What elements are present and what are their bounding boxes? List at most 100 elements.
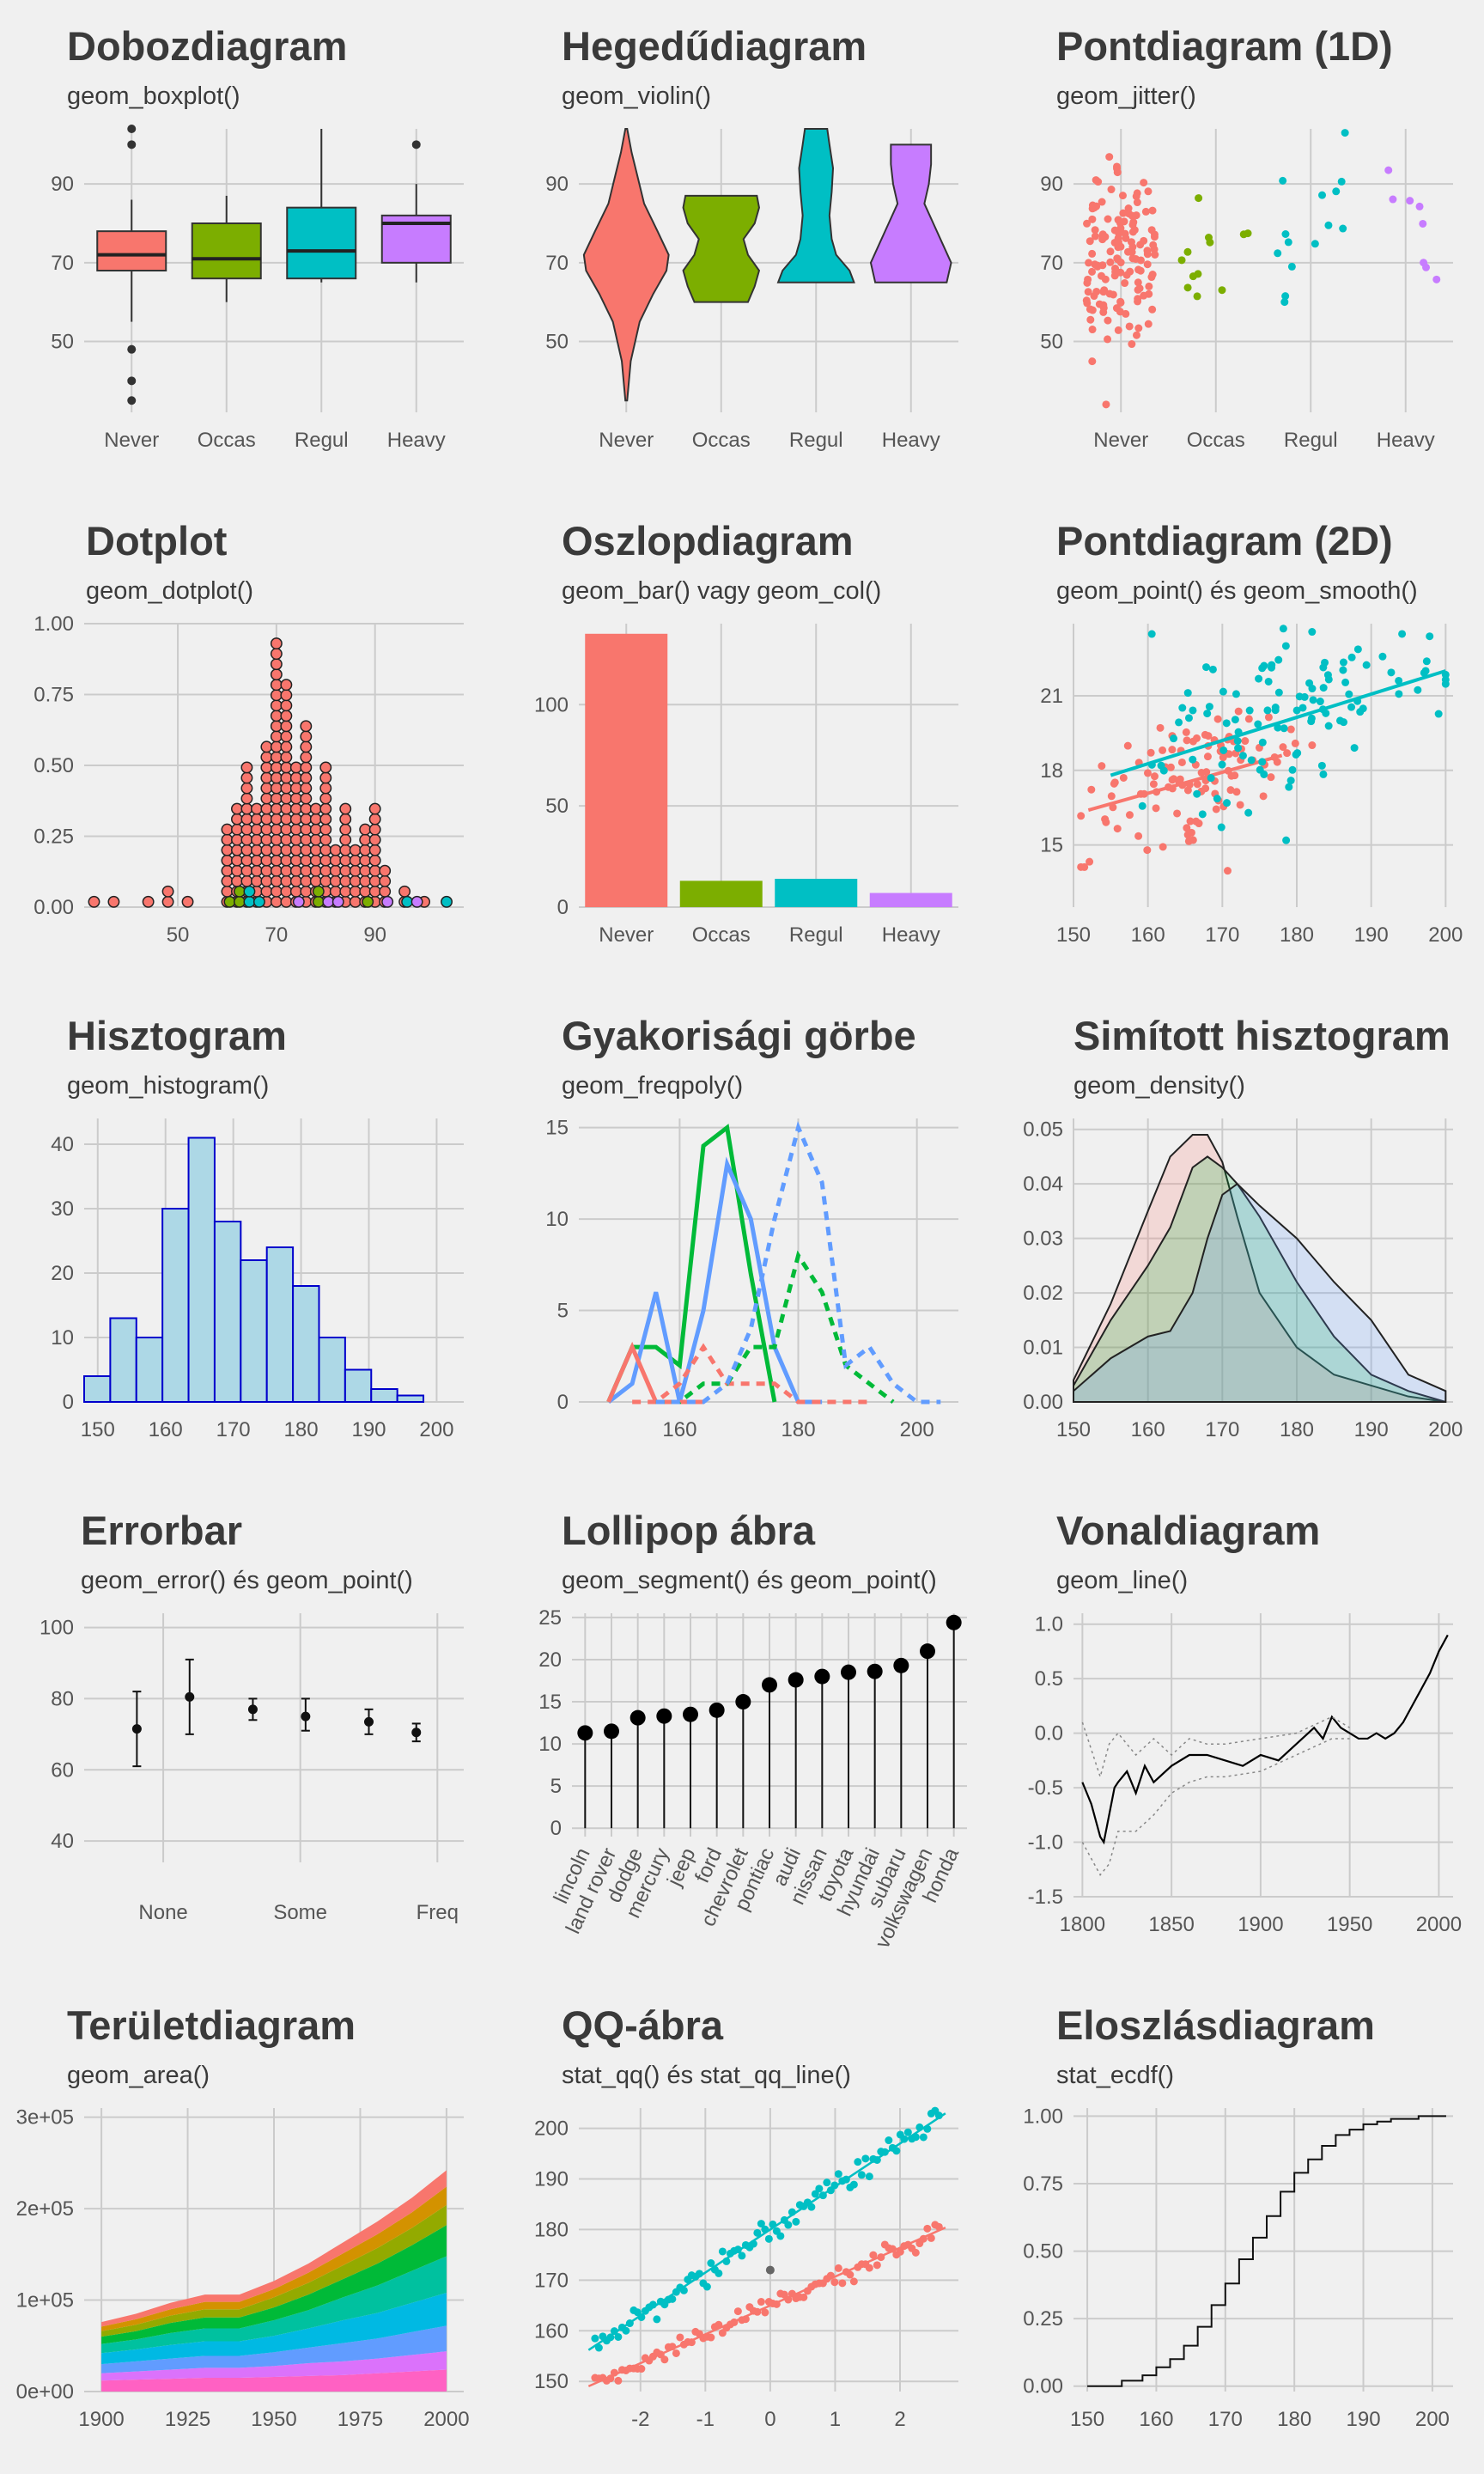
- scatter-point: [1254, 720, 1262, 728]
- dot: [270, 874, 283, 887]
- scatter-point: [1395, 690, 1403, 698]
- y-tick-label: 0.75: [33, 684, 74, 707]
- scatter-point: [1274, 655, 1283, 664]
- scatter-point: [1426, 632, 1434, 641]
- chart-title: Simított hisztogram: [1073, 1013, 1451, 1058]
- area-layer: [101, 2325, 447, 2373]
- qq-point: [788, 2208, 796, 2216]
- x-tick-label: Occas: [1187, 429, 1245, 452]
- dot: [280, 782, 293, 795]
- scatter-point: [1138, 801, 1146, 810]
- chart-subtitle: stat_qq() és stat_qq_line(): [562, 2062, 851, 2089]
- series-line: [1081, 1715, 1351, 1779]
- scatter-point: [1238, 752, 1247, 760]
- scatter-point: [1283, 749, 1292, 758]
- scatter-point: [1420, 668, 1428, 677]
- jitter-point: [1339, 224, 1347, 233]
- y-tick-label: 3e+05: [16, 2106, 74, 2130]
- qq-point: [702, 2282, 711, 2291]
- dot: [280, 874, 293, 887]
- chart-panel-p4: Dotplot geom_dotplot() 0.00 0.25 0.50 0.75 1.0…: [0, 495, 495, 990]
- lollipop-head: [788, 1672, 804, 1688]
- scatter-point: [1298, 704, 1307, 712]
- scatter-point: [1247, 756, 1256, 765]
- scatter-point: [1223, 799, 1232, 807]
- scatter-point: [1286, 725, 1295, 734]
- x-tick-label: 200: [419, 1418, 453, 1441]
- y-tick-label: 90: [545, 173, 569, 196]
- qq-point: [718, 2247, 727, 2256]
- x-tick-label: 0: [764, 2408, 775, 2431]
- x-tick-label: 150: [81, 1418, 115, 1441]
- histogram-bin: [187, 1136, 216, 1403]
- jitter-point: [1119, 209, 1128, 217]
- chart-panel-p6: Pontdiagram (2D) geom_point() és geom_smo…: [989, 495, 1484, 990]
- jitter-point: [1280, 298, 1289, 307]
- dot: [280, 844, 293, 856]
- dot: [359, 833, 372, 846]
- scatter-point: [1268, 661, 1276, 669]
- x-tick-label: 170: [1205, 1418, 1239, 1441]
- histogram-bin: [213, 1221, 242, 1403]
- scatter-point: [1340, 718, 1348, 727]
- scatter-point: [1434, 710, 1443, 718]
- scatter-point: [1183, 689, 1192, 698]
- x-tick-label: 180: [1277, 2408, 1311, 2431]
- dot: [230, 823, 243, 836]
- dot: [270, 833, 283, 846]
- y-tick-label: 0.25: [1023, 2307, 1063, 2331]
- violin-Occas: [682, 194, 761, 303]
- y-tick-label: 0: [550, 1817, 562, 1840]
- dot: [329, 844, 342, 856]
- dot: [280, 864, 293, 877]
- dot: [260, 802, 273, 815]
- scatter-point: [1356, 708, 1365, 716]
- x-tick-label: 1900: [78, 2408, 124, 2431]
- scatter-point: [1347, 653, 1356, 661]
- scatter-point: [1178, 704, 1187, 712]
- scatter-point: [1308, 685, 1317, 693]
- x-tick-label: Occas: [692, 923, 751, 947]
- dot: [221, 885, 234, 898]
- dot: [260, 823, 273, 836]
- gridlines: [1073, 1613, 1453, 1898]
- qq-point: [934, 2222, 943, 2231]
- scatter-point: [1236, 801, 1244, 809]
- dot: [289, 792, 302, 805]
- jitter-point: [1419, 219, 1427, 228]
- x-tick-label: 160: [149, 1418, 183, 1441]
- scatter-point: [1339, 666, 1347, 674]
- scatter-point: [1149, 780, 1158, 789]
- qq-point: [911, 2133, 920, 2142]
- dot: [280, 730, 293, 743]
- y-tick-label: 90: [1040, 173, 1063, 196]
- scatter-point: [1143, 846, 1152, 855]
- dot: [300, 730, 313, 743]
- scatter-point: [1173, 809, 1182, 818]
- x-tick-label: 160: [1139, 2408, 1173, 2431]
- scatter-point: [1280, 724, 1288, 733]
- tick-labels: 0e+00 1e+05 2e+05 3e+05 1900 1925 1950 1975 2000: [16, 2106, 470, 2431]
- jitter-point: [1143, 260, 1152, 269]
- dot: [280, 761, 293, 774]
- x-tick-label: Occas: [198, 429, 256, 452]
- box-Occas: [191, 222, 262, 280]
- x-tick-label: Heavy: [882, 429, 940, 452]
- scatter-point: [1316, 698, 1324, 706]
- chart-subtitle: stat_ecdf(): [1056, 2062, 1174, 2089]
- qq-point: [594, 2343, 603, 2352]
- dot: [270, 668, 283, 681]
- scatter-point: [1213, 715, 1222, 723]
- qq-point: [919, 2234, 928, 2243]
- x-tick-label: Never: [599, 923, 654, 947]
- qq-point: [757, 2220, 765, 2228]
- dot: [300, 864, 313, 877]
- mean-point: [185, 1691, 195, 1702]
- y-tick-label: 150: [534, 2370, 569, 2393]
- chart-title: Területdiagram: [67, 2002, 356, 2048]
- qq-point: [834, 2170, 842, 2178]
- marks: [582, 128, 952, 402]
- lollipop-head: [946, 1614, 962, 1630]
- histogram-bin: [240, 1259, 268, 1403]
- qq-point: [761, 2225, 769, 2233]
